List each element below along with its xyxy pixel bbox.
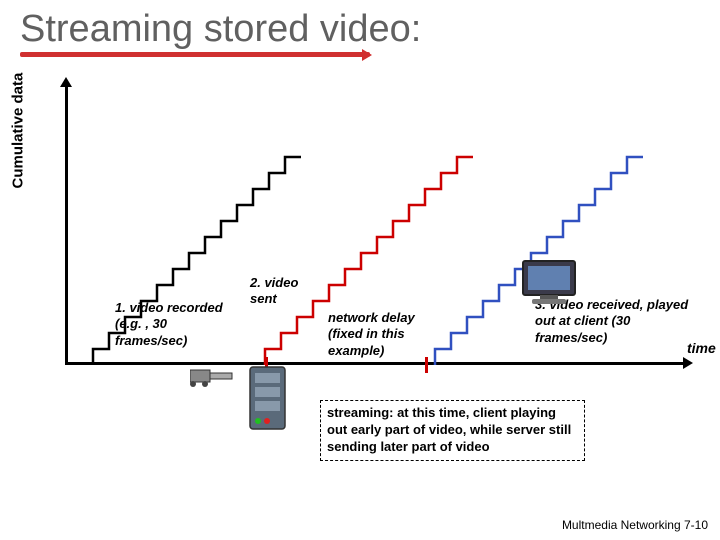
- title-underline: [20, 52, 370, 57]
- slide-footer: Multmedia Networking 7-10: [562, 518, 708, 532]
- chart-area: 1. video recorded (e.g. , 30 frames/sec)…: [65, 85, 695, 365]
- monitor-icon: [520, 258, 580, 306]
- label-sent: 2. video sent: [250, 275, 320, 308]
- streaming-note: streaming: at this time, client playing …: [320, 400, 585, 461]
- label-delay: network delay (fixed in this example): [328, 310, 438, 359]
- time-axis-label: time: [687, 340, 716, 356]
- camera-icon: [190, 365, 245, 387]
- server-icon: [245, 365, 290, 435]
- y-axis-label: Cumulative data: [10, 73, 27, 189]
- page-title: Streaming stored video:: [0, 0, 720, 55]
- label-recorded: 1. video recorded (e.g. , 30 frames/sec): [115, 300, 225, 349]
- tick-received-start: [425, 357, 428, 373]
